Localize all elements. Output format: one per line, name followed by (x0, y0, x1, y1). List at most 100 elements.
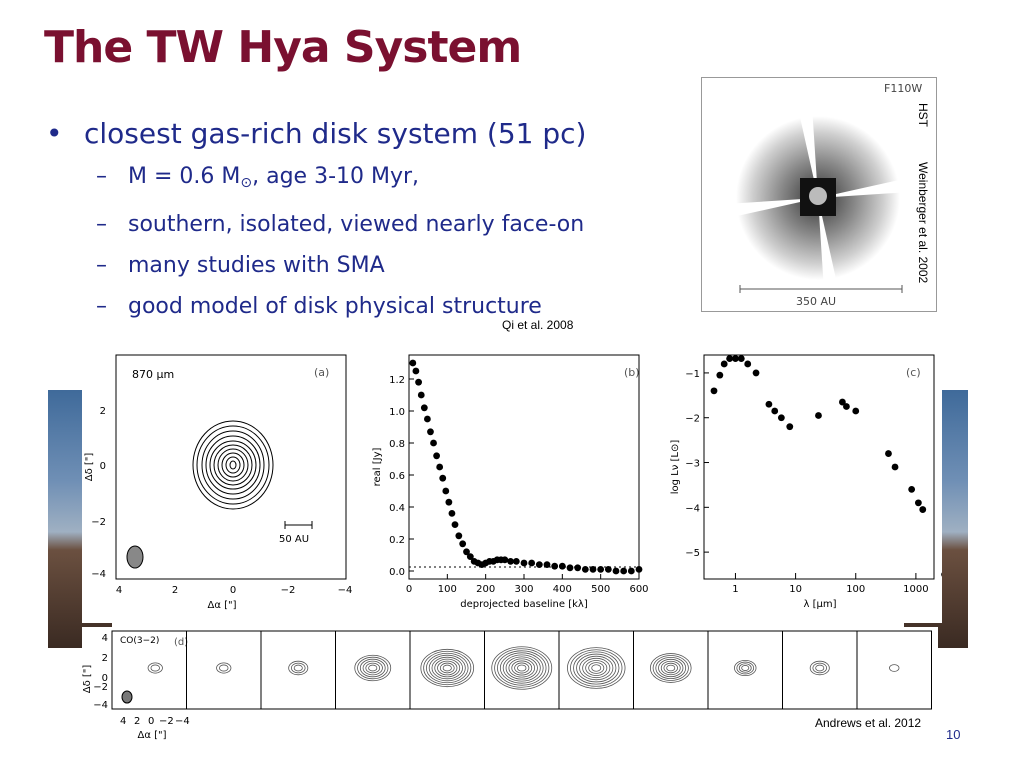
chart-c-ylabel: log Lν [L⊙] (670, 440, 681, 495)
channel-map-frame (782, 630, 858, 710)
co-contour (570, 649, 623, 687)
svg-text:2: 2 (100, 406, 106, 417)
co-contour (660, 660, 681, 676)
co-contour (517, 664, 527, 672)
co-contour (293, 664, 303, 672)
co-contour (439, 662, 455, 674)
sub-bullet-text: many studies with SMA (128, 253, 385, 278)
co-contour (588, 662, 605, 674)
y-tick-label: 0.0 (389, 567, 405, 578)
co-contour (508, 658, 536, 678)
panel-d-ylabel: Δδ ["] (82, 665, 93, 694)
data-point (589, 566, 597, 573)
data-point (445, 498, 453, 506)
data-point (535, 561, 543, 568)
data-point (507, 558, 514, 565)
svg-text:−2: −2 (281, 585, 296, 596)
co-contour (150, 664, 160, 672)
data-point (466, 553, 474, 560)
svg-text:−4: −4 (175, 716, 190, 727)
y-tick-label: 0.4 (389, 503, 405, 514)
co-contour (365, 662, 381, 674)
x-tick-label: 300 (514, 584, 533, 595)
co-contour (219, 664, 229, 672)
data-point (786, 423, 794, 431)
svg-text:0: 0 (230, 585, 236, 596)
data-point (451, 521, 459, 528)
data-point (744, 360, 752, 368)
bullet-list: • closest gas-rich disk system (51 pc) –… (46, 112, 686, 327)
panel-a: 50 AU 870 μm (a) 2 0 −2 −4 4 2 0 −2 −4 Δ… (82, 345, 362, 623)
co-contour (585, 660, 608, 676)
co-contour (511, 660, 533, 676)
co-contour (663, 662, 678, 674)
y-tick-label: 0.6 (389, 471, 405, 482)
co-contour (437, 660, 458, 676)
svg-text:−2: −2 (159, 716, 174, 727)
co-contour (442, 664, 452, 672)
co-contour (426, 652, 469, 684)
x-tick-label: 0 (406, 584, 412, 595)
data-point (436, 463, 444, 471)
co-contour (505, 656, 538, 680)
main-bullet-text: closest gas-rich disk system (51 pc) (84, 117, 587, 150)
solar-symbol: ⊙ (240, 175, 253, 191)
mass-suffix: , age 3-10 Myr, (252, 164, 420, 189)
sub-bullet-text: southern, isolated, viewed nearly face-o… (128, 212, 585, 237)
sub-bullet: – southern, isolated, viewed nearly face… (46, 204, 686, 245)
co-contour (147, 662, 163, 674)
panel-a-ticks: 2 0 −2 −4 4 2 0 −2 −4 (91, 406, 352, 596)
dash-icon: – (96, 164, 107, 189)
data-point (710, 387, 718, 395)
main-bullet: • closest gas-rich disk system (51 pc) (46, 112, 686, 156)
co-contour (497, 650, 547, 686)
x-tick-label: 100 (846, 584, 865, 595)
data-point (520, 559, 528, 567)
svg-text:−4: −4 (338, 585, 353, 596)
data-point (528, 559, 536, 567)
co-contour (420, 648, 475, 688)
chart-c: (c) λ [μm] log Lν [L⊙] 1 10 100 1000 −5 −4 −3 −… (670, 354, 948, 610)
panel-letter-b: (b) (624, 366, 640, 379)
chart-b-frame (408, 354, 640, 580)
data-point (885, 450, 892, 457)
beam-ellipse-d (121, 690, 133, 704)
data-point (620, 567, 628, 575)
sub-bullet: – many studies with SMA (46, 245, 686, 286)
channel-map-frame (335, 630, 411, 710)
sub-bullet: – good model of disk physical structure (46, 286, 686, 327)
data-point (737, 355, 745, 362)
data-point (558, 562, 566, 570)
co-contour (434, 658, 461, 678)
data-point (908, 486, 916, 493)
panel-d-ticks: 4 2 0 −2 −4 4 2 0 −2 −4 (93, 633, 190, 727)
wavelength-label: 870 μm (132, 368, 174, 381)
data-point (566, 564, 574, 572)
data-point (777, 414, 785, 422)
data-point (424, 415, 431, 423)
svg-text:−2: −2 (93, 682, 108, 693)
channel-map-frame (484, 630, 560, 710)
data-point (409, 359, 417, 367)
data-point (891, 463, 899, 471)
chart-c-xlabel: λ [μm] (803, 599, 836, 610)
x-tick-label: 600 (629, 584, 648, 595)
y-tick-label: −2 (685, 414, 700, 425)
y-tick-label: 0.8 (389, 439, 405, 450)
data-point (512, 558, 520, 565)
data-point (604, 566, 612, 573)
co-contour (889, 664, 900, 672)
data-point (420, 404, 428, 412)
page-number: 10 (946, 727, 961, 742)
data-point (635, 566, 643, 573)
x-tick-label: 200 (476, 584, 495, 595)
data-point (852, 407, 860, 415)
co-contour (368, 664, 378, 672)
panel-a-xlabel: Δα ["] (207, 600, 236, 611)
dash-icon: – (96, 212, 107, 237)
panel-d-xlabel: Δα ["] (137, 730, 166, 741)
data-point (543, 561, 551, 568)
co-contour (362, 660, 383, 676)
co-contour (736, 661, 755, 675)
x-tick-label: 500 (591, 584, 610, 595)
